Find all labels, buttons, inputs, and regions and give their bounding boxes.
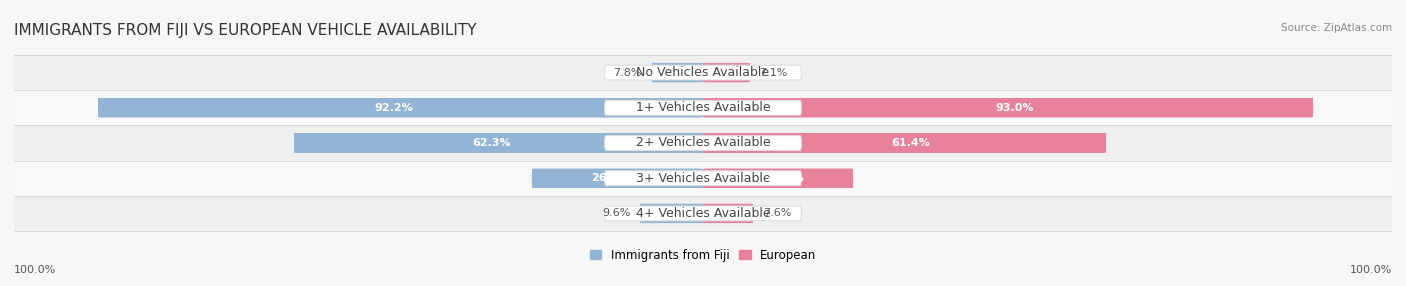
Text: 22.9%: 22.9% — [765, 173, 804, 183]
FancyBboxPatch shape — [531, 168, 703, 188]
Text: 62.3%: 62.3% — [472, 138, 512, 148]
Bar — [294, 133, 703, 153]
Text: 93.0%: 93.0% — [995, 103, 1033, 113]
Text: 1+ Vehicles Available: 1+ Vehicles Available — [636, 101, 770, 114]
FancyBboxPatch shape — [640, 204, 703, 223]
Bar — [652, 63, 703, 82]
FancyBboxPatch shape — [605, 206, 801, 221]
FancyBboxPatch shape — [98, 98, 703, 118]
Text: 92.2%: 92.2% — [374, 103, 413, 113]
Bar — [14, 90, 1392, 125]
Text: 7.8%: 7.8% — [613, 67, 643, 78]
Bar — [703, 98, 1313, 118]
FancyBboxPatch shape — [294, 133, 703, 153]
Text: No Vehicles Available: No Vehicles Available — [637, 66, 769, 79]
Bar — [98, 98, 703, 118]
Text: 4+ Vehicles Available: 4+ Vehicles Available — [636, 207, 770, 220]
FancyBboxPatch shape — [703, 204, 752, 223]
FancyBboxPatch shape — [703, 63, 749, 82]
Text: 9.6%: 9.6% — [602, 208, 630, 219]
Bar — [703, 133, 1107, 153]
Text: Source: ZipAtlas.com: Source: ZipAtlas.com — [1281, 23, 1392, 33]
Legend: Immigrants from Fiji, European: Immigrants from Fiji, European — [589, 249, 817, 262]
FancyBboxPatch shape — [703, 168, 853, 188]
FancyBboxPatch shape — [703, 98, 1313, 118]
Text: IMMIGRANTS FROM FIJI VS EUROPEAN VEHICLE AVAILABILITY: IMMIGRANTS FROM FIJI VS EUROPEAN VEHICLE… — [14, 23, 477, 38]
FancyBboxPatch shape — [605, 100, 801, 115]
Bar — [14, 161, 1392, 196]
FancyBboxPatch shape — [703, 133, 1107, 153]
Text: 7.1%: 7.1% — [759, 67, 787, 78]
Bar — [703, 204, 752, 223]
FancyBboxPatch shape — [652, 63, 703, 82]
FancyBboxPatch shape — [605, 171, 801, 186]
Bar — [640, 204, 703, 223]
Text: 7.6%: 7.6% — [762, 208, 792, 219]
FancyBboxPatch shape — [605, 65, 801, 80]
Bar — [14, 55, 1392, 90]
Bar — [14, 196, 1392, 231]
Text: 100.0%: 100.0% — [14, 265, 56, 275]
Bar — [14, 125, 1392, 161]
FancyBboxPatch shape — [605, 136, 801, 150]
Bar — [531, 168, 703, 188]
Bar — [703, 63, 749, 82]
Text: 2+ Vehicles Available: 2+ Vehicles Available — [636, 136, 770, 150]
Text: 3+ Vehicles Available: 3+ Vehicles Available — [636, 172, 770, 185]
Text: 100.0%: 100.0% — [1350, 265, 1392, 275]
Text: 61.4%: 61.4% — [891, 138, 931, 148]
Bar — [703, 168, 853, 188]
Text: 26.1%: 26.1% — [592, 173, 630, 183]
